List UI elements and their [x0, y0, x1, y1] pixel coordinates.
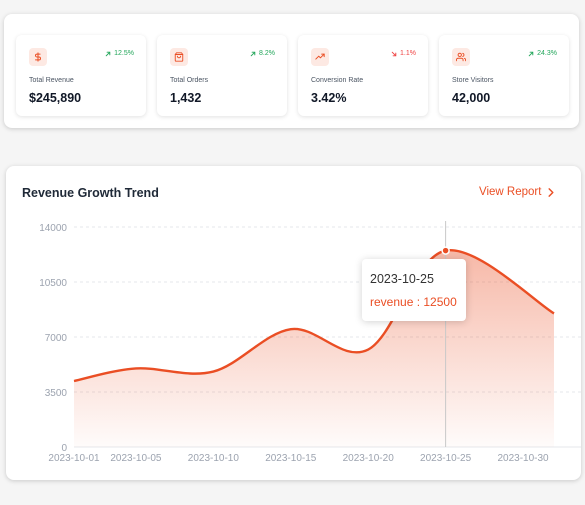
kpi-value: 42,000 — [452, 91, 491, 105]
kpi-label: Conversion Rate — [311, 77, 364, 84]
dollar-icon — [29, 48, 47, 66]
kpi-value: 3.42% — [311, 91, 347, 105]
arrow-up-right-icon — [528, 51, 534, 56]
kpi-value: 1,432 — [170, 91, 202, 105]
trend-value: 24.3% — [537, 50, 557, 57]
x-tick-label: 2023-10-05 — [110, 453, 162, 464]
revenue-area-chart[interactable]: 0 3500 7000 10500 14000 2023-10-01 2023-10-05 2… — [6, 166, 581, 480]
x-tick-label: 2023-10-01 — [48, 453, 100, 464]
kpi-card-total-orders[interactable]: 8.2% Total Orders 1,432 — [157, 35, 287, 116]
revenue-chart-card: Revenue Growth Trend View Report 0 3500 70… — [6, 166, 581, 480]
x-tick-label: 2023-10-20 — [343, 453, 395, 464]
view-report-link[interactable]: View Report — [479, 186, 554, 198]
arrow-down-right-icon — [391, 51, 397, 56]
revenue-series-line — [73, 249, 555, 383]
trend-value: 1.1% — [400, 50, 416, 57]
y-tick-label: 0 — [61, 443, 67, 454]
kpi-card-total-revenue[interactable]: 12.5% Total Revenue $245,890 — [16, 35, 146, 116]
y-tick-label: 3500 — [45, 388, 68, 399]
chart-tooltip: 2023-10-25 revenue : 12500 — [362, 259, 466, 321]
x-tick-label: 2023-10-30 — [497, 453, 549, 464]
x-tick-label: 2023-10-10 — [188, 453, 240, 464]
view-report-label: View Report — [479, 186, 542, 198]
kpi-label: Total Revenue — [29, 77, 74, 84]
arrow-up-right-icon — [105, 51, 111, 56]
kpi-card-conversion-rate[interactable]: 1.1% Conversion Rate 3.42% — [298, 35, 428, 116]
trend-badge: 24.3% — [528, 50, 557, 57]
trend-value: 8.2% — [259, 50, 275, 57]
y-tick-label: 14000 — [39, 223, 67, 234]
trend-badge: 1.1% — [391, 50, 416, 57]
trend-badge: 8.2% — [250, 50, 275, 57]
x-tick-label: 2023-10-15 — [265, 453, 317, 464]
revenue-area-fill — [74, 250, 554, 447]
x-tick-label: 2023-10-25 — [420, 453, 472, 464]
shopping-bag-icon — [170, 48, 188, 66]
hover-data-point[interactable] — [441, 246, 450, 255]
trending-up-icon — [311, 48, 329, 66]
arrow-up-right-icon — [250, 51, 256, 56]
kpi-card-store-visitors[interactable]: 24.3% Store Visitors 42,000 — [439, 35, 569, 116]
kpi-label: Store Visitors — [452, 77, 494, 84]
y-tick-label: 7000 — [45, 333, 68, 344]
tooltip-date: 2023-10-25 — [370, 272, 434, 286]
kpi-panel: 12.5% Total Revenue $245,890 8.2% Total … — [4, 14, 579, 128]
tooltip-series-value: revenue : 12500 — [370, 295, 457, 309]
trend-value: 12.5% — [114, 50, 134, 57]
chevron-right-icon — [548, 187, 554, 197]
users-icon — [452, 48, 470, 66]
kpi-value: $245,890 — [29, 91, 82, 105]
trend-badge: 12.5% — [105, 50, 134, 57]
kpi-label: Total Orders — [170, 77, 209, 84]
chart-title: Revenue Growth Trend — [22, 186, 159, 200]
y-tick-label: 10500 — [39, 278, 67, 289]
